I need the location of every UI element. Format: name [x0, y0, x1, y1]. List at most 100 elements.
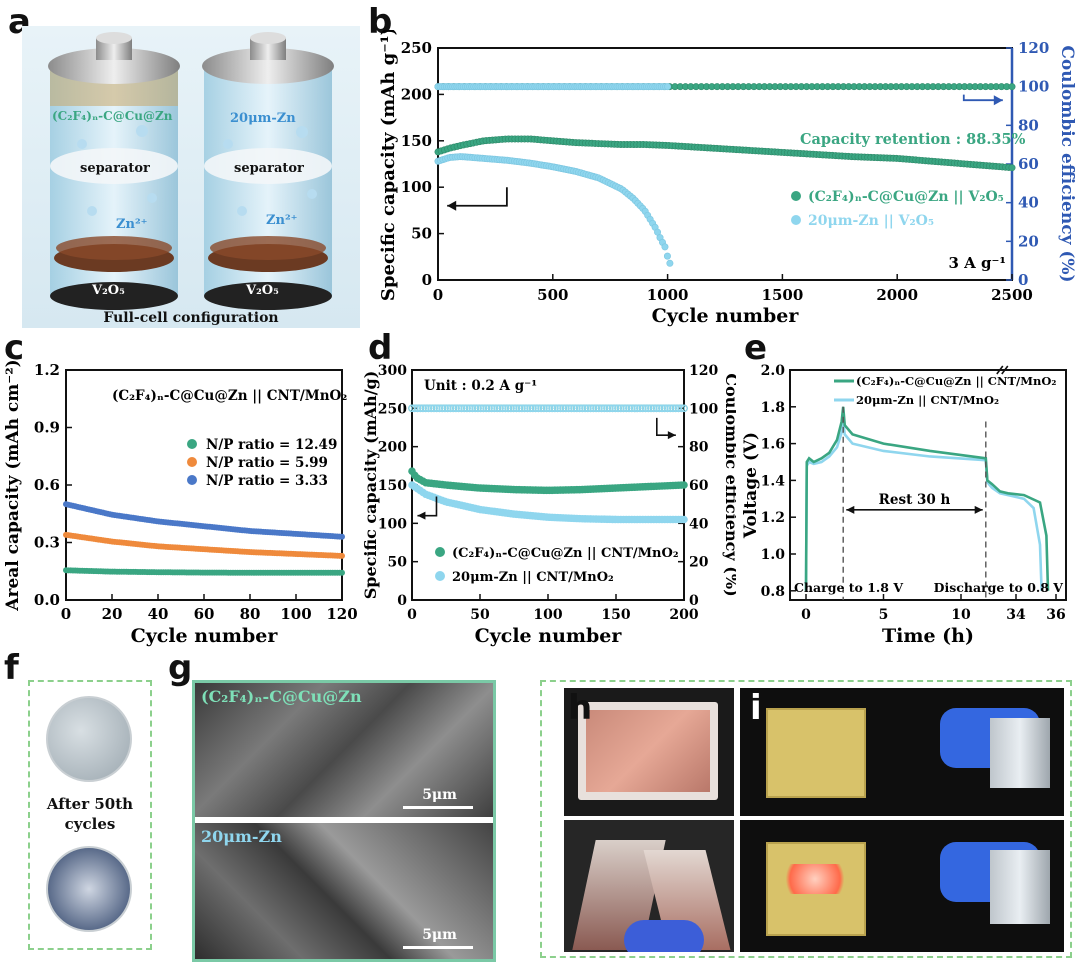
- data-point: [641, 404, 650, 413]
- data-point: [529, 404, 537, 413]
- data-point: [597, 404, 606, 413]
- axis-break-mark: [996, 365, 1009, 375]
- separator-label-right: separator: [234, 161, 304, 176]
- panel-label-g: g: [168, 648, 193, 688]
- x-tick-label: 2500: [991, 286, 1033, 304]
- data-point: [647, 404, 655, 413]
- data-point: [421, 404, 430, 413]
- data-point: [564, 404, 573, 413]
- panel-f-caption-1: After 50th: [46, 795, 134, 813]
- data-point: [523, 404, 532, 413]
- y-tick-label: 200: [378, 440, 407, 456]
- data-point: [671, 404, 680, 413]
- x-axis-title: Time (h): [882, 625, 974, 647]
- x-tick-label: 34: [1006, 607, 1026, 623]
- panel-a-illustration: (C₂F₄)ₙ-C@Cu@Zn 20μm-Zn separator separa…: [22, 26, 360, 328]
- data-point: [584, 404, 592, 413]
- data-point: [570, 404, 578, 413]
- data-point: [531, 404, 540, 413]
- x-tick-label: 0: [407, 607, 417, 623]
- data-point: [1008, 83, 1016, 91]
- x-tick-label: 200: [669, 607, 698, 623]
- data-point: [432, 404, 441, 413]
- x-axis-title: Cycle number: [475, 625, 623, 647]
- data-point: [669, 404, 677, 413]
- data-point: [493, 404, 501, 413]
- y2-tick-label: 20: [689, 555, 709, 571]
- data-point: [592, 404, 600, 413]
- y-tick-label: 250: [378, 401, 407, 417]
- x-tick-label: 0: [433, 286, 443, 304]
- panel-a-caption: Full-cell configuration: [103, 310, 278, 326]
- data-point: [446, 404, 455, 413]
- data-point: [474, 404, 482, 413]
- data-point: [619, 404, 628, 413]
- data-point: [663, 252, 671, 260]
- data-point: [633, 404, 642, 413]
- y2-tick-label: 120: [1018, 39, 1049, 57]
- y-tick-label: 0.0: [34, 591, 60, 609]
- rest-label: Rest 30 h: [879, 492, 951, 508]
- data-point: [680, 515, 688, 524]
- y-tick-label: 1.2: [761, 510, 785, 526]
- legend-label: N/P ratio = 3.33: [206, 473, 328, 489]
- data-point: [575, 404, 584, 413]
- data-point: [608, 404, 617, 413]
- panels-h-i-frame: [540, 680, 1072, 958]
- data-point: [490, 404, 499, 413]
- led-board-photo-bottom: [740, 820, 1064, 952]
- data-point: [339, 552, 345, 559]
- data-point: [518, 404, 526, 413]
- data-point: [666, 259, 674, 267]
- legend-marker: [187, 439, 197, 449]
- y-tick-label: 200: [401, 85, 432, 103]
- y-tick-label: 1.4: [761, 473, 786, 489]
- y-tick-label: 1.6: [761, 437, 785, 453]
- x-axis-title: Cycle number: [131, 625, 279, 647]
- data-point: [460, 404, 469, 413]
- data-point: [625, 404, 633, 413]
- data-point: [443, 404, 452, 413]
- data-point: [498, 404, 507, 413]
- data-point: [611, 404, 620, 413]
- led-board-photo-top: [740, 688, 1064, 816]
- data-point: [578, 404, 587, 413]
- data-point: [542, 404, 551, 413]
- y-tick-label: 100: [378, 516, 407, 532]
- capacity-retention-label: Capacity retention : 88.35%: [800, 131, 1026, 148]
- pouch-cell-bent-photo: [564, 820, 734, 952]
- y-tick-label: 1.2: [34, 361, 60, 379]
- data-point: [622, 404, 631, 413]
- x-tick-label: 1000: [647, 286, 689, 304]
- y-axis-title: Areal capacity (mAh cm⁻²): [3, 359, 23, 611]
- y-tick-label: 100: [401, 178, 432, 196]
- legend-marker: [791, 191, 801, 201]
- y2-tick-label: 120: [689, 363, 718, 379]
- data-point: [507, 404, 515, 413]
- data-point: [600, 404, 609, 413]
- sem-image-bottom: 20μm-Zn 5μm: [195, 823, 493, 959]
- chart-c: 0 20 40 60 80 100 120 0.0 0.3 0.6 0.9 1.2 Cycle numb…: [3, 359, 358, 647]
- charge-label: Charge to 1.8 V: [794, 580, 903, 595]
- rate-label: 3 A g⁻¹: [949, 254, 1007, 272]
- legend-label: N/P ratio = 5.99: [206, 455, 328, 471]
- sem-image-top: (C₂F₄)ₙ-C@Cu@Zn 5μm: [195, 683, 493, 817]
- legend-label: N/P ratio = 12.49: [206, 437, 337, 453]
- panel-label-h: h: [568, 688, 593, 728]
- unit-label: Unit : 0.2 A g⁻¹: [424, 378, 537, 394]
- data-point: [410, 404, 419, 413]
- data-point: [534, 404, 543, 413]
- panel-label-e: e: [744, 328, 768, 368]
- data-point: [603, 404, 611, 413]
- data-point: [661, 243, 669, 251]
- legend-label: (C₂F₄)ₙ-C@Cu@Zn || V₂O₅: [808, 189, 1004, 205]
- series-line: [804, 421, 1043, 591]
- data-point: [660, 404, 669, 413]
- data-point: [408, 404, 416, 413]
- data-point: [427, 404, 436, 413]
- data-point: [674, 404, 683, 413]
- x-tick-label: 100: [533, 607, 562, 623]
- discharge-label: Discharge to 0.8 V: [934, 580, 1064, 595]
- separator-label-left: separator: [80, 161, 150, 176]
- y2-tick-label: 100: [689, 401, 718, 417]
